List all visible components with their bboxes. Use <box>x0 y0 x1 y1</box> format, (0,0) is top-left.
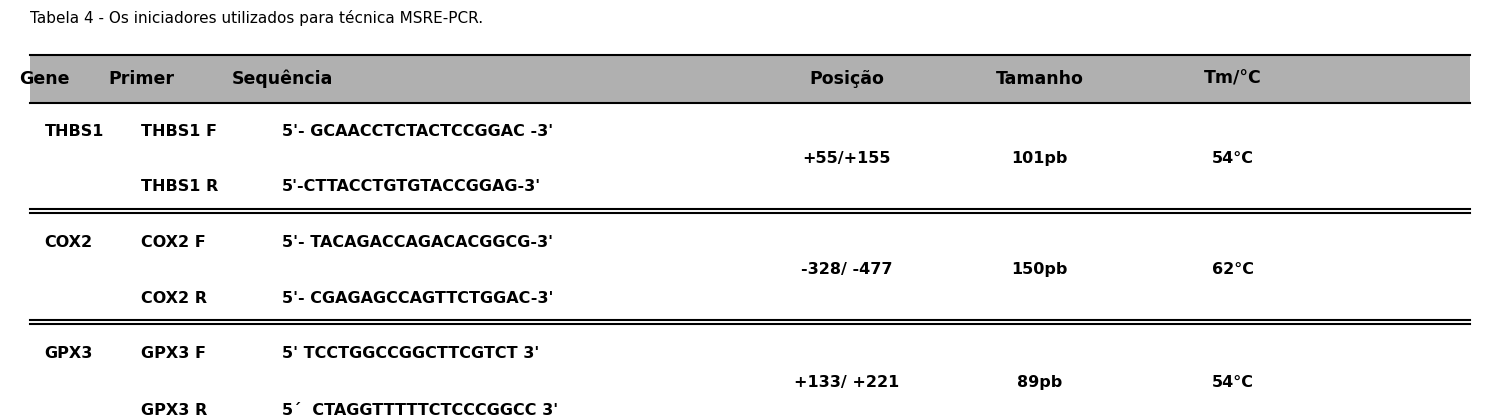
Text: 54°C: 54°C <box>1212 151 1253 166</box>
Text: 5'- GCAACCTCTACTCCGGAC -3': 5'- GCAACCTCTACTCCGGAC -3' <box>282 124 554 139</box>
Text: 5'- TACAGACCAGACACGGCG-3': 5'- TACAGACCAGACACGGCG-3' <box>282 235 552 250</box>
Text: +55/+155: +55/+155 <box>802 151 891 166</box>
Text: COX2 F: COX2 F <box>141 235 206 250</box>
Text: GPX3 R: GPX3 R <box>141 403 208 418</box>
Text: Tm/°C: Tm/°C <box>1204 70 1261 88</box>
Text: Posição: Posição <box>809 70 884 88</box>
Text: THBS1: THBS1 <box>45 124 104 139</box>
Text: THBS1 R: THBS1 R <box>141 179 218 194</box>
Text: 5'- CGAGAGCCAGTTCTGGAC-3': 5'- CGAGAGCCAGTTCTGGAC-3' <box>282 291 554 306</box>
Text: GPX3: GPX3 <box>45 346 94 361</box>
Text: THBS1 F: THBS1 F <box>141 124 217 139</box>
Text: 5' TCCTGGCCGGCTTCGTCT 3': 5' TCCTGGCCGGCTTCGTCT 3' <box>282 346 539 361</box>
Text: GPX3 F: GPX3 F <box>141 346 206 361</box>
Text: 101pb: 101pb <box>1011 151 1068 166</box>
Text: +133/ +221: +133/ +221 <box>794 375 898 390</box>
Text: Tamanho: Tamanho <box>995 70 1084 88</box>
Text: 89pb: 89pb <box>1017 375 1062 390</box>
Text: 62°C: 62°C <box>1212 262 1253 277</box>
Text: Gene: Gene <box>19 70 70 88</box>
Text: COX2: COX2 <box>45 235 92 250</box>
Text: 5'-CTTACCTGTGTACCGGAG-3': 5'-CTTACCTGTGTACCGGAG-3' <box>282 179 541 194</box>
Text: Sequência: Sequência <box>232 69 333 88</box>
Text: 5´  CTAGGTTTTTCTCCCGGCC 3': 5´ CTAGGTTTTTCTCCCGGCC 3' <box>282 403 558 418</box>
Text: Tabela 4 - Os iniciadores utilizados para técnica MSRE-PCR.: Tabela 4 - Os iniciadores utilizados par… <box>30 10 483 26</box>
Text: Primer: Primer <box>108 70 174 88</box>
Text: 150pb: 150pb <box>1011 262 1068 277</box>
Text: -328/ -477: -328/ -477 <box>800 262 892 277</box>
Text: 54°C: 54°C <box>1212 375 1253 390</box>
Text: COX2 R: COX2 R <box>141 291 206 306</box>
